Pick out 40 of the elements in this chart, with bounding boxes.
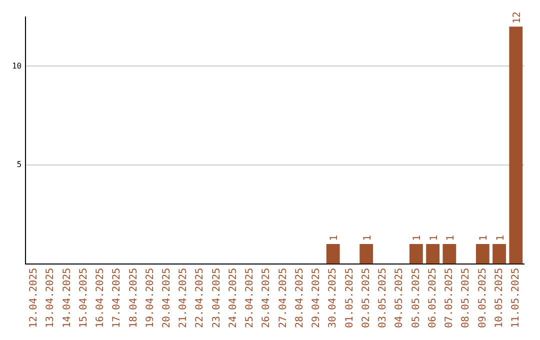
x-tick-label: 12.04.2025 bbox=[28, 268, 40, 328]
x-tick-label: 26.04.2025 bbox=[261, 268, 272, 328]
x-tick-label: 02.05.2025 bbox=[360, 268, 372, 328]
x-tick-label: 20.04.2025 bbox=[161, 268, 172, 328]
x-tick-label: 22.04.2025 bbox=[194, 268, 206, 328]
x-tick-label: 18.04.2025 bbox=[128, 268, 140, 328]
x-tick-label: 23.04.2025 bbox=[211, 268, 222, 328]
x-tick-label: 28.04.2025 bbox=[294, 268, 306, 328]
x-tick-label: 10.05.2025 bbox=[494, 268, 505, 328]
x-tick-label: 19.04.2025 bbox=[144, 268, 156, 328]
x-tick-label: 04.05.2025 bbox=[394, 268, 406, 328]
x-tick-label: 06.05.2025 bbox=[427, 268, 438, 328]
x-tick-label: 24.04.2025 bbox=[228, 268, 239, 328]
x-tick-label: 11.05.2025 bbox=[510, 268, 522, 328]
x-tick-label: 29.04.2025 bbox=[311, 268, 322, 328]
y-tick-label: 10 bbox=[12, 61, 22, 70]
data-label: 1 bbox=[362, 235, 374, 242]
x-tick-label: 07.05.2025 bbox=[444, 268, 456, 328]
x-tick-label: 09.05.2025 bbox=[477, 268, 488, 328]
x-tick-label: 21.04.2025 bbox=[178, 268, 190, 328]
x-tick-label: 08.05.2025 bbox=[460, 268, 472, 328]
x-tick-label: 15.04.2025 bbox=[78, 268, 90, 328]
x-tick-label: 14.04.2025 bbox=[62, 268, 73, 328]
data-label: 12 bbox=[512, 12, 523, 24]
data-label: 1 bbox=[478, 235, 490, 242]
x-tick-label: 16.04.2025 bbox=[95, 268, 106, 328]
x-tick-label: 03.05.2025 bbox=[378, 268, 389, 328]
x-tick-label: 27.04.2025 bbox=[278, 268, 289, 328]
x-tick-label: 17.04.2025 bbox=[112, 268, 123, 328]
x-tick-label: 25.04.2025 bbox=[244, 268, 256, 328]
data-label: 1 bbox=[495, 235, 506, 242]
data-label: 1 bbox=[329, 235, 340, 242]
data-label: 1 bbox=[445, 235, 456, 242]
x-tick-label: 13.04.2025 bbox=[45, 268, 56, 328]
data-label: 1 bbox=[428, 235, 440, 242]
x-tick-label: 05.05.2025 bbox=[410, 268, 422, 328]
x-tick-label: 30.04.2025 bbox=[328, 268, 339, 328]
data-label: 1 bbox=[412, 235, 424, 242]
x-tick-label: 01.05.2025 bbox=[344, 268, 356, 328]
y-tick-label: 5 bbox=[16, 160, 22, 170]
